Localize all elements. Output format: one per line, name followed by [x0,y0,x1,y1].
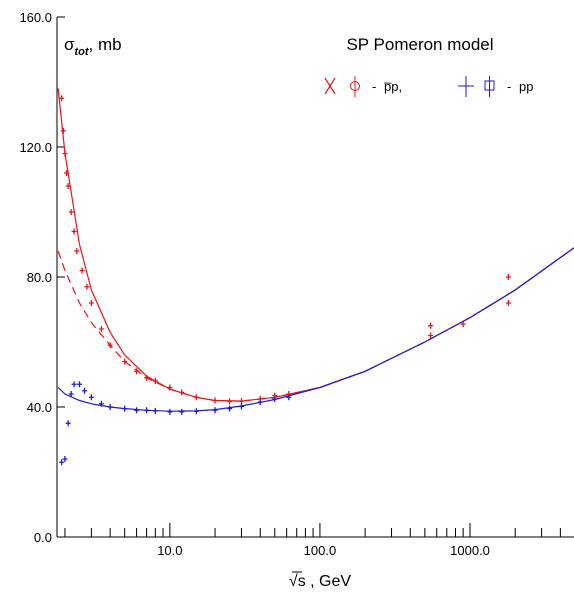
legend-dash: - [507,79,511,94]
data-point [59,459,65,466]
y-tick-label: 160.0 [19,10,52,25]
data-point [68,391,74,397]
legend: - p̅p, - pp [324,76,533,97]
data-point [505,300,511,306]
legend-dash: - [372,79,376,94]
data-point [179,408,185,415]
data-point [59,95,65,102]
y-tick-label: 120.0 [19,140,52,155]
chart-title: SP Pomeron model [346,35,493,54]
y-label: σtot, mb [64,35,122,58]
data-point [71,228,77,235]
legend-marker [324,77,336,95]
y-label-subscript: tot [75,46,90,58]
legend-label: p̅p, [384,79,402,94]
x-tick-label: 100.0 [304,543,337,558]
y-tick-label: 0.0 [34,530,52,545]
data-point [227,405,233,412]
y-tick-label: 80.0 [27,270,52,285]
x-tick-label: 10.0 [157,543,182,558]
fit-curve [57,88,574,402]
x-label: √s , GeV [289,573,351,590]
fit-curve [57,247,574,412]
data-point [88,394,94,401]
data-point [79,267,85,274]
data-point [98,326,104,332]
y-tick-label: 40.0 [27,400,52,415]
data-point [82,387,88,394]
x-tick-label: 1000.0 [450,543,490,558]
legend-label: pp [519,79,533,94]
data-point [84,283,90,290]
y-label-unit: , mb [89,35,122,54]
data-point [68,209,74,215]
data-point [505,274,511,280]
data-point [227,398,233,405]
data-point [460,321,466,328]
data-point [167,408,173,415]
data-point [428,322,434,329]
data-point [428,332,434,339]
data-point [62,456,68,462]
y-label-symbol: σ [64,35,75,54]
data-point [77,381,83,388]
data-point [88,300,94,306]
data-point [71,381,77,388]
data-point [74,248,80,254]
data-point [65,420,71,427]
plot-area [57,88,574,466]
fit-curve [57,247,574,402]
